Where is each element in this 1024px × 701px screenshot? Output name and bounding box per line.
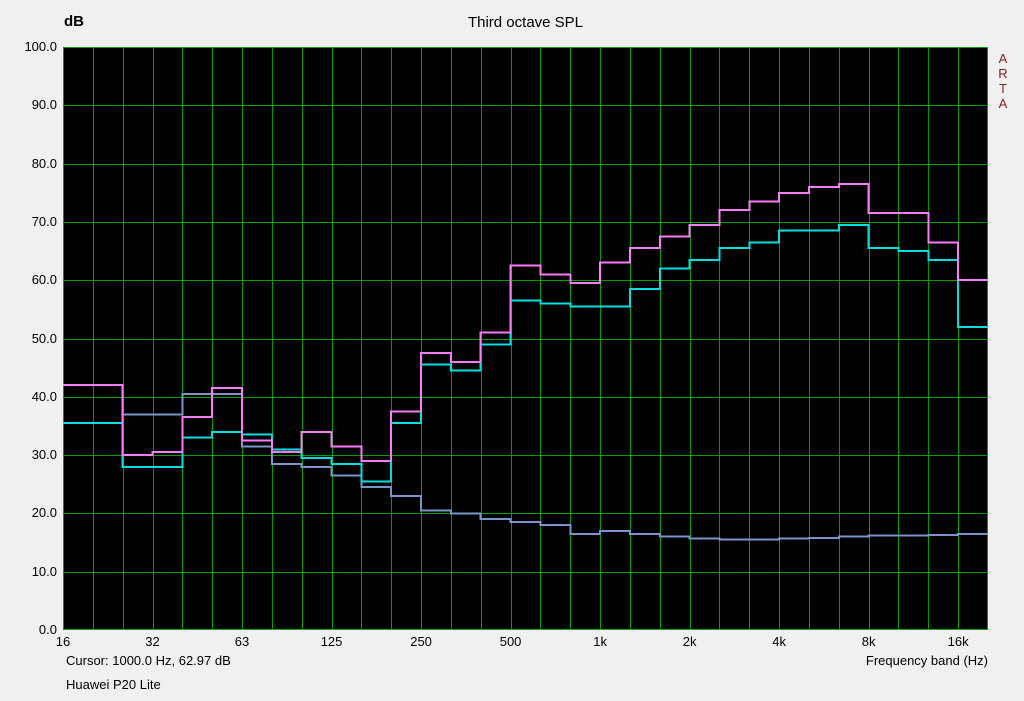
plot-area[interactable] (63, 47, 988, 630)
y-tick-label: 50.0 (31, 330, 57, 346)
y-tick-label: 60.0 (31, 272, 57, 288)
grid-lines (63, 47, 988, 630)
plot-border (63, 47, 988, 630)
x-tick-label: 500 (499, 634, 522, 649)
y-tick-label: 0.0 (38, 622, 57, 637)
cyan-trace-path (63, 223, 988, 483)
x-tick-label: 250 (410, 634, 432, 649)
arta-letter: A (998, 51, 1008, 66)
cursor-readout: Cursor: 1000.0 Hz, 62.97 dB (66, 653, 231, 668)
y-tick-label: 70.0 (31, 213, 57, 229)
y-tick-label: 40.0 (31, 388, 57, 404)
x-axis-label: Frequency band (Hz) (865, 653, 988, 668)
x-tick-label: 4k (772, 634, 786, 649)
x-tick-label: 63 (234, 634, 250, 649)
device-name-label: Huawei P20 Lite (66, 677, 161, 692)
blue-trace-path (63, 384, 988, 541)
y-tick-label: 100.0 (24, 39, 57, 54)
y-axis-unit-label: dB (64, 13, 84, 30)
arta-letter: A (998, 96, 1008, 111)
x-tick-label: 16k (947, 634, 969, 649)
x-tick-label: 125 (320, 634, 343, 649)
chart-title: Third octave SPL (467, 14, 584, 31)
pink-trace-path (63, 183, 988, 462)
x-tick-label: 16 (55, 634, 71, 649)
y-tick-label: 30.0 (31, 447, 57, 463)
arta-letter: T (999, 81, 1007, 96)
y-tick-label: 90.0 (31, 97, 57, 113)
y-tick-label: 80.0 (31, 155, 57, 171)
x-tick-label: 8k (861, 634, 876, 649)
x-tick-label: 1k (593, 634, 607, 649)
y-tick-label: 20.0 (31, 505, 57, 521)
x-tick-label: 2k (682, 634, 697, 649)
arta-letter: R (998, 66, 1008, 81)
y-tick-label: 10.0 (31, 563, 57, 579)
x-tick-label: 32 (145, 634, 160, 649)
